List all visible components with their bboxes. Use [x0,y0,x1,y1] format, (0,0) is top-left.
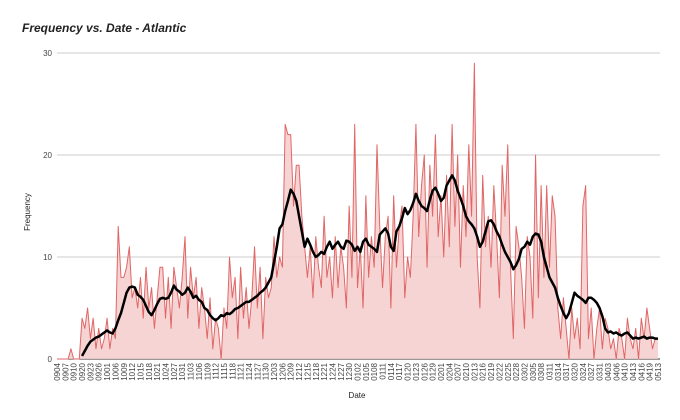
x-tick-label: 1001 [103,362,112,380]
x-tick-label: 0302 [520,362,529,380]
x-tick-label: 1027 [170,362,179,380]
line [57,62,658,360]
x-tick-label: 0123 [412,362,421,380]
x-tick-label: 0305 [529,362,538,380]
x-tick-label: 0410 [621,362,630,380]
x-tick-label: 1024 [162,362,171,380]
x-tick-label: 1112 [212,362,221,379]
x-tick-label: 0416 [637,362,646,380]
x-tick-label: 0320 [571,362,580,380]
x-tick-label: 0910 [70,362,79,380]
y-tick-label: 30 [43,49,52,58]
x-tick-label: 1006 [111,362,120,380]
x-tick-label: 0513 [654,362,663,380]
x-tick-label: 0108 [370,362,379,380]
x-tick-label: 1009 [120,362,129,380]
x-tick-label: 0311 [545,362,554,380]
x-tick-label: 0923 [86,362,95,380]
x-tick-label: 0920 [78,362,87,380]
x-tick-label: 1121 [237,362,246,380]
y-tick-label: 10 [43,253,52,262]
x-tick-label: 1230 [345,362,354,380]
x-tick-label: 0904 [53,362,62,380]
x-tick-label: 0308 [537,362,546,380]
x-tick-label: 0102 [354,362,363,380]
x-tick-label: 1018 [145,362,154,380]
x-tick-label: 0117 [395,362,404,380]
x-tick-label: 1115 [220,362,229,379]
x-tick-label: 0403 [604,362,613,380]
x-tick-label: 0210 [462,362,471,380]
x-tick-label: 0201 [437,362,446,380]
x-tick-label: 0419 [646,362,655,380]
x-tick-label: 0331 [596,362,605,380]
chart-title: Frequency vs. Date - Atlantic [22,21,187,35]
x-tick-label: 0129 [429,362,438,380]
x-tick-label: 0413 [629,362,638,380]
x-tick-label: 0324 [579,362,588,380]
x-tick-label: 0204 [445,362,454,380]
x-tick-label: 0317 [562,362,571,380]
x-tick-label: 1130 [262,362,271,380]
x-tick-label: 0207 [454,362,463,380]
x-tick-label: 1031 [178,362,187,380]
x-tick-label: 1012 [128,362,137,380]
x-tick-label: 1224 [328,362,337,380]
x-tick-label: 1221 [320,362,329,380]
x-tick-label: 1227 [337,362,346,380]
x-tick-label: 0126 [420,362,429,380]
y-tick-label: 20 [43,151,52,160]
x-tick-label: 0926 [95,362,104,380]
x-tick-label: 1021 [153,362,162,380]
x-tick-label: 0120 [404,362,413,380]
x-tick-label: 0105 [362,362,371,380]
x-tick-label: 1109 [203,362,212,380]
x-tick-label: 0406 [612,362,621,380]
area [57,63,658,359]
x-tick-label: 1015 [136,362,145,380]
x-tick-label: 0222 [495,362,504,380]
x-tick-label: 1106 [195,362,204,380]
x-tick-label: 1118 [228,362,237,379]
x-tick-label: 1127 [253,362,262,380]
x-tick-label: 1218 [312,362,321,380]
x-tick-label: 0213 [470,362,479,380]
x-tick-label: 1209 [287,362,296,380]
x-tick-label: 0907 [61,362,70,380]
x-tick-label: 1203 [270,362,279,380]
line [80,174,658,357]
x-tick-label: 1215 [303,362,312,380]
x-tick-label: 0228 [512,362,521,380]
x-axis-label: Date [349,391,366,400]
x-tick-label: 0114 [387,362,396,380]
y-axis-label: Frequency [23,193,32,231]
x-tick-label: 0327 [587,362,596,380]
x-tick-label: 0314 [554,362,563,380]
x-tick-label: 0219 [487,362,496,380]
x-tick-label: 0216 [479,362,488,380]
x-tick-label: 0111 [379,362,388,379]
x-tick-label: 1212 [295,362,304,380]
y-tick-label: 0 [48,355,53,364]
x-tick-label: 0225 [504,362,513,380]
x-tick-label: 1206 [278,362,287,380]
x-tick-label: 1124 [245,362,254,380]
x-tick-label: 1103 [187,362,196,380]
